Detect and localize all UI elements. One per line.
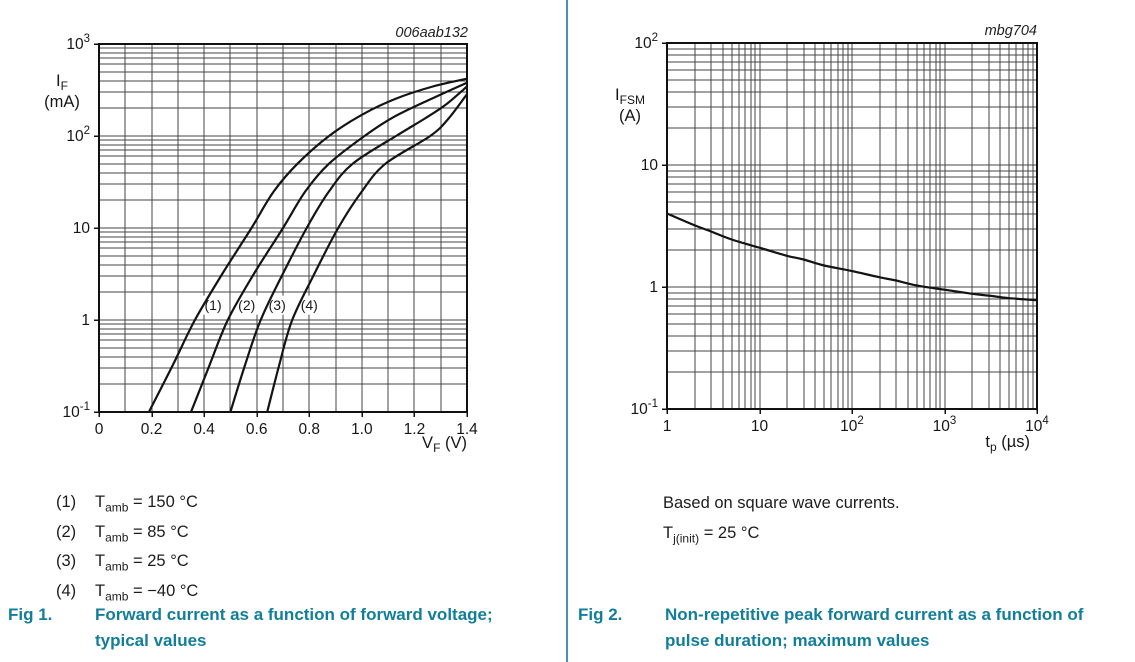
plot-border xyxy=(666,42,1038,410)
figure-2-plot: 1 10 102 103 104 102 10 1 10-1 mbg704 IFSM(A) tp (µ… xyxy=(615,23,1049,454)
tick-label: 0.8 xyxy=(299,421,321,438)
tick-label: 103 xyxy=(933,415,957,435)
y-axis-label: IFSM xyxy=(615,86,645,107)
tick-label: 103 xyxy=(66,33,90,53)
curve-(2) Tamb = 85 °C xyxy=(189,81,468,413)
curve-(3) Tamb = 25 °C xyxy=(229,85,468,413)
x-axis-label: VF (V) xyxy=(422,434,467,455)
tick-label: 10-1 xyxy=(63,401,90,421)
tick-label: 10 xyxy=(641,157,659,174)
tick-label: 0 xyxy=(95,421,104,438)
tick-label: 1.0 xyxy=(351,421,373,438)
curve-label: (4) xyxy=(301,297,318,313)
y-axis-label: IF xyxy=(56,72,68,93)
legend-index: (3) xyxy=(56,552,77,570)
fig1-legend: (1) Tamb = 150 °C (2) Tamb = 85 °C (3) T… xyxy=(56,488,198,606)
tick-label: 102 xyxy=(840,415,864,435)
curve-IFSM maximum xyxy=(666,212,1038,302)
y-axis-label-unit: (A) xyxy=(619,107,641,125)
legend-item-4: (4) Tamb = −40 °C xyxy=(56,577,198,607)
tick-label: 10 xyxy=(751,418,769,435)
curve-label: (1) xyxy=(205,297,222,313)
legend-index: (1) xyxy=(56,493,77,511)
tick-label: 1 xyxy=(649,279,658,296)
grid-lines xyxy=(666,42,1038,410)
legend-index: (2) xyxy=(56,522,77,541)
curve-(4) Tamb = −40 °C xyxy=(266,93,468,413)
fig2-caption: Fig 2. Non-repetitive peak forward curre… xyxy=(578,602,1105,654)
fig1-caption-label: Fig 1. xyxy=(8,605,53,624)
tick-label: 1 xyxy=(81,312,90,329)
plot-code: mbg704 xyxy=(985,23,1037,39)
tick-label: 0.2 xyxy=(141,421,163,438)
fig2-condition: Tj(init) = 25 °C xyxy=(663,524,760,546)
legend-item-3: (3) Tamb = 25 °C xyxy=(56,547,198,577)
tick-label: 10 xyxy=(73,220,91,237)
curve-label: (3) xyxy=(269,297,286,313)
legend-text: Tamb = 150 °C xyxy=(95,493,198,515)
y-axis-label-unit: (mA) xyxy=(44,93,80,111)
x-axis-label: tp (µs) xyxy=(985,433,1030,454)
fig2-caption-text: Non-repetitive peak forward current as a… xyxy=(665,605,1084,650)
plot-border xyxy=(98,43,468,413)
fig1-caption-text: Forward current as a function of forward… xyxy=(95,605,493,650)
fig2-conditions: Based on square wave currents. Tj(init) … xyxy=(663,488,900,548)
tick-label: 10-1 xyxy=(631,398,658,418)
legend-text: Tamb = 25 °C xyxy=(95,552,189,574)
fig2-caption-label: Fig 2. xyxy=(578,605,623,624)
tick-label: 1.4 xyxy=(456,421,478,438)
tick-label: 104 xyxy=(1025,415,1049,435)
tick-label: 1.2 xyxy=(404,421,426,438)
legend-text: Tamb = 85 °C xyxy=(95,522,189,544)
curve-(1) Tamb = 150 °C xyxy=(147,77,468,413)
plot-code: 006aab132 xyxy=(395,25,468,41)
tick-label: 0.4 xyxy=(193,421,215,438)
column-divider xyxy=(566,0,568,662)
fig2-note: Based on square wave currents. xyxy=(663,494,900,512)
legend-item-1: (1) Tamb = 150 °C xyxy=(56,488,198,518)
legend-item-2: (2) Tamb = 85 °C xyxy=(56,518,198,548)
fig1-caption: Fig 1. Forward current as a function of … xyxy=(8,602,505,654)
legend-index: (4) xyxy=(56,581,77,600)
curve-label: (2) xyxy=(238,297,255,313)
legend-text: Tamb = −40 °C xyxy=(95,581,199,603)
tick-label: 0.6 xyxy=(246,421,268,438)
tick-label: 102 xyxy=(634,32,658,52)
tick-label: 102 xyxy=(66,125,90,145)
tick-label: 1 xyxy=(663,418,672,435)
